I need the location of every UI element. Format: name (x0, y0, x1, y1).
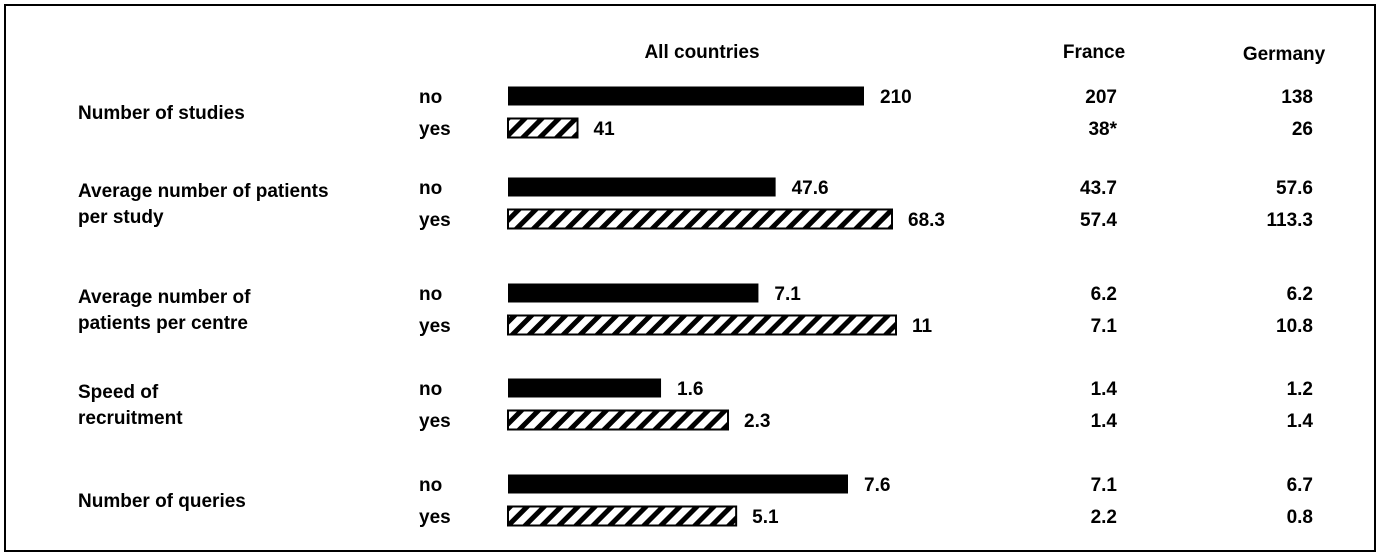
chart-frame: All countries France Germany Number of s… (4, 4, 1376, 552)
bar-value-label: 41 (594, 119, 616, 140)
series-label-yes: yes (419, 411, 451, 432)
bar-no (508, 86, 864, 106)
series-label-no: no (419, 379, 442, 400)
germany-value: 1.4 (1287, 411, 1314, 432)
germany-value: 1.2 (1287, 379, 1313, 400)
series-label-no: no (419, 475, 442, 496)
series-label-yes: yes (419, 316, 451, 337)
france-value: 7.1 (1091, 475, 1118, 496)
bar-no (508, 474, 848, 494)
bar-value-label: 7.1 (774, 284, 801, 305)
germany-value: 10.8 (1276, 316, 1313, 337)
germany-value: 6.7 (1287, 475, 1313, 496)
group-label: recruitment (78, 408, 183, 429)
france-value: 1.4 (1091, 379, 1118, 400)
chart-rows: Number of studies no 210 207 138 yes 41 38* 26 Av… (78, 86, 1314, 528)
bar-yes (507, 117, 579, 139)
bar-value-label: 1.6 (677, 379, 703, 400)
bar-value-label: 7.6 (864, 475, 890, 496)
france-value: 1.4 (1091, 411, 1118, 432)
header-germany: Germany (1243, 44, 1326, 65)
bar-yes (507, 409, 729, 431)
group-label: Number of queries (78, 491, 246, 512)
france-value: 38* (1088, 119, 1117, 140)
group-label: Average number of patients (78, 181, 329, 202)
bar-no (508, 283, 759, 303)
germany-value: 138 (1281, 87, 1313, 108)
bar-value-label: 2.3 (744, 411, 770, 432)
group-label: Speed of (78, 382, 159, 403)
germany-value: 113.3 (1267, 210, 1314, 231)
france-value: 43.7 (1080, 178, 1117, 199)
series-label-yes: yes (419, 210, 451, 231)
chart-svg: All countries France Germany Number of s… (78, 42, 1326, 528)
series-label-no: no (419, 178, 442, 199)
france-value: 57.4 (1080, 210, 1117, 231)
bar-yes (507, 208, 893, 230)
bar-value-label: 5.1 (752, 507, 779, 528)
france-value: 2.2 (1091, 507, 1117, 528)
series-label-yes: yes (419, 507, 451, 528)
series-label-no: no (419, 87, 442, 108)
bar-yes (507, 314, 897, 336)
bar-value-label: 68.3 (908, 210, 945, 231)
bar-no (508, 177, 776, 197)
bar-yes (507, 505, 738, 527)
germany-value: 57.6 (1276, 178, 1313, 199)
france-value: 207 (1085, 87, 1117, 108)
group-label: Average number of (78, 287, 251, 308)
germany-value: 6.2 (1287, 284, 1313, 305)
group-label: per study (78, 207, 164, 228)
header-france: France (1063, 42, 1125, 63)
header-all-countries: All countries (644, 42, 759, 63)
bar-value-label: 210 (880, 87, 912, 108)
germany-value: 26 (1292, 119, 1313, 140)
bar-value-label: 47.6 (792, 178, 829, 199)
bar-no (508, 378, 662, 398)
france-value: 6.2 (1091, 284, 1117, 305)
germany-value: 0.8 (1287, 507, 1313, 528)
bar-value-label: 11 (912, 316, 933, 337)
group-label: Number of studies (78, 103, 245, 124)
series-label-yes: yes (419, 119, 451, 140)
series-label-no: no (419, 284, 442, 305)
france-value: 7.1 (1091, 316, 1118, 337)
group-label: patients per centre (78, 313, 248, 334)
